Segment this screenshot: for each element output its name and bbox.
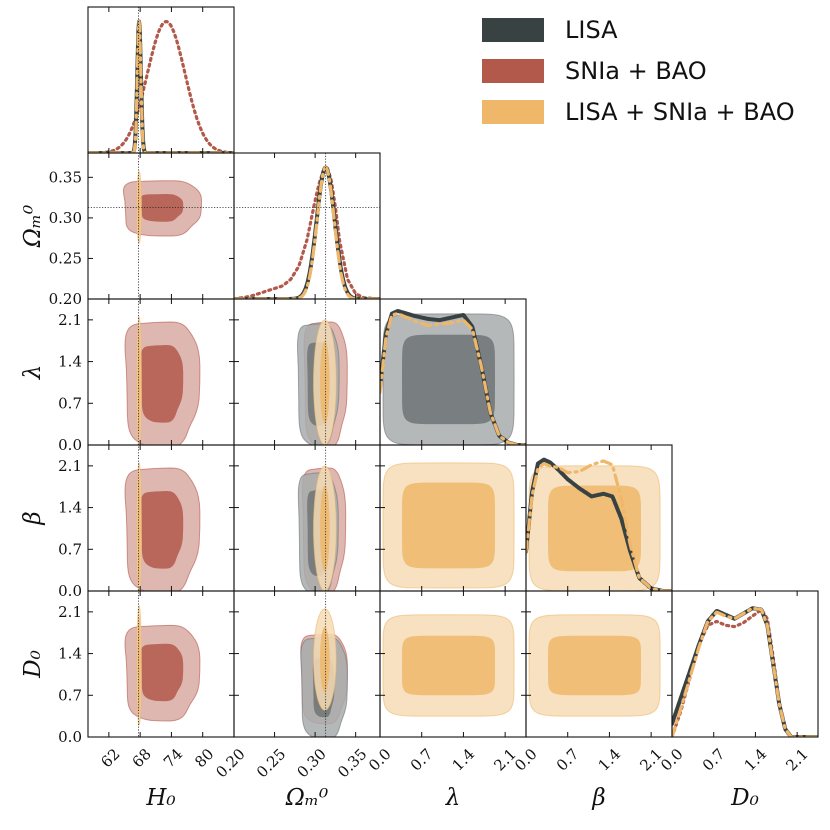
y-axis-label-lambda: λ bbox=[20, 365, 46, 381]
x-axis-label-D0: D₀ bbox=[730, 785, 759, 811]
marginal-D0-lisa bbox=[672, 606, 818, 737]
marginal-Om-snia-bao bbox=[234, 166, 380, 299]
x-tick-label-lambda: 1.4 bbox=[449, 745, 479, 775]
contour-D0-H0 bbox=[136, 604, 142, 727]
contour-lambda-H0 bbox=[136, 315, 142, 445]
frame-layer bbox=[87, 6, 819, 738]
contour-beta-H0 bbox=[136, 461, 142, 591]
x-tick-label-D0: 2.1 bbox=[782, 745, 812, 775]
contour-D0-Om bbox=[313, 608, 337, 711]
marginal-D0-lisa-snia-bao bbox=[672, 606, 818, 737]
y-tick-label-Om: 0.20 bbox=[49, 290, 82, 308]
contour-beta-H0 bbox=[124, 467, 201, 591]
marginal-lambda-lisa-snia-bao bbox=[380, 312, 526, 445]
tick-label-layer: 62 68 74 800.20 0.25 0.30 0.350.0 0.7 1.4 2.10.0 0… bbox=[20, 168, 812, 811]
y-tick-label-Om: 0.25 bbox=[49, 249, 82, 267]
contour-68 bbox=[402, 482, 495, 569]
contour-beta-beta bbox=[528, 465, 661, 591]
contour-68 bbox=[402, 334, 495, 425]
contour-68 bbox=[140, 491, 184, 569]
marginal-H0-snia-bao bbox=[88, 20, 234, 153]
x-tick-label-beta: 1.4 bbox=[595, 745, 625, 775]
x-tick-label-lambda: 0.7 bbox=[407, 745, 437, 775]
marginal-D0-snia-bao bbox=[672, 608, 818, 737]
y-tick-label-Om: 0.35 bbox=[49, 168, 82, 186]
x-axis-label-Om: Ωₘ⁰ bbox=[285, 785, 328, 811]
contour-D0-lambda bbox=[382, 614, 515, 717]
y-tick-label-beta: 1.4 bbox=[58, 499, 82, 517]
contour-layer bbox=[122, 171, 661, 737]
contour-68 bbox=[320, 485, 330, 572]
contour-lambda-H0 bbox=[124, 321, 201, 445]
x-axis-label-H0: H₀ bbox=[145, 785, 175, 811]
x-axis-label-beta: β bbox=[591, 785, 605, 811]
x-axis-label-lambda: λ bbox=[445, 785, 461, 811]
contour-D0-beta bbox=[528, 614, 661, 717]
y-tick-label-Om: 0.30 bbox=[49, 209, 82, 227]
x-tick-label-H0: 68 bbox=[129, 745, 155, 771]
y-axis-label-D0: D₀ bbox=[20, 650, 46, 679]
y-axis-label-Om: Ωₘ⁰ bbox=[20, 205, 46, 248]
contour-68 bbox=[140, 345, 184, 423]
legend-label-snia-bao: SNIa + BAO bbox=[565, 57, 707, 85]
x-tick-label-D0: 1.4 bbox=[741, 745, 771, 775]
y-tick-label-D0: 0.0 bbox=[58, 728, 82, 746]
x-tick-label-lambda: 0.0 bbox=[365, 745, 395, 775]
x-tick-label-H0: 62 bbox=[97, 745, 123, 771]
legend-label-lisa: LISA bbox=[565, 16, 618, 44]
contour-68 bbox=[548, 635, 641, 696]
y-tick-label-beta: 0.7 bbox=[58, 540, 82, 558]
contour-beta-lambda bbox=[382, 462, 515, 589]
marginal-H0-lisa bbox=[88, 19, 234, 153]
legend: LISA SNIa + BAO LISA + SNIa + BAO bbox=[482, 16, 795, 126]
contour-lambda-lambda bbox=[382, 313, 515, 445]
x-tick-label-Om: 0.35 bbox=[334, 745, 370, 781]
panel-frame-H0-H0 bbox=[87, 6, 235, 154]
y-tick-label-D0: 2.1 bbox=[58, 603, 82, 621]
legend-label-lisa-snia-bao: LISA + SNIa + BAO bbox=[565, 98, 795, 126]
contour-68 bbox=[320, 340, 330, 425]
contour-68 bbox=[140, 194, 184, 222]
contour-68 bbox=[140, 643, 184, 702]
x-tick-label-H0: 74 bbox=[160, 745, 186, 771]
y-tick-label-beta: 2.1 bbox=[58, 457, 82, 475]
y-axis-label-beta: β bbox=[20, 511, 46, 525]
legend-swatch-lisa bbox=[482, 18, 544, 42]
panel-frame-D0-D0 bbox=[671, 590, 819, 738]
contour-Om-H0 bbox=[122, 180, 203, 237]
contour-68 bbox=[320, 626, 330, 693]
contour-beta-Om bbox=[313, 465, 337, 591]
contour-D0-H0 bbox=[124, 624, 201, 722]
marginal-beta-lisa-snia-bao bbox=[526, 459, 672, 591]
marginal-H0-lisa-snia-bao bbox=[88, 20, 234, 153]
y-tick-label-lambda: 1.4 bbox=[58, 353, 82, 371]
x-tick-label-Om: 0.20 bbox=[212, 745, 248, 781]
x-tick-label-beta: 0.7 bbox=[553, 745, 583, 775]
legend-swatch-snia-bao bbox=[482, 59, 544, 83]
y-tick-label-D0: 1.4 bbox=[58, 645, 82, 663]
legend-swatch-lisa-snia-bao bbox=[482, 100, 544, 124]
y-tick-label-lambda: 0.7 bbox=[58, 394, 82, 412]
x-tick-label-D0: 0.7 bbox=[699, 745, 729, 775]
y-tick-label-beta: 0.0 bbox=[58, 582, 82, 600]
x-tick-label-beta: 0.0 bbox=[511, 745, 541, 775]
y-tick-label-D0: 0.7 bbox=[58, 686, 82, 704]
x-tick-label-Om: 0.30 bbox=[294, 745, 330, 781]
contour-68 bbox=[402, 635, 495, 696]
contour-lambda-Om bbox=[313, 319, 337, 445]
x-tick-label-D0: 0.0 bbox=[657, 745, 687, 775]
y-tick-label-lambda: 0.0 bbox=[58, 436, 82, 454]
y-tick-label-lambda: 2.1 bbox=[58, 311, 82, 329]
x-tick-label-Om: 0.25 bbox=[253, 745, 289, 781]
